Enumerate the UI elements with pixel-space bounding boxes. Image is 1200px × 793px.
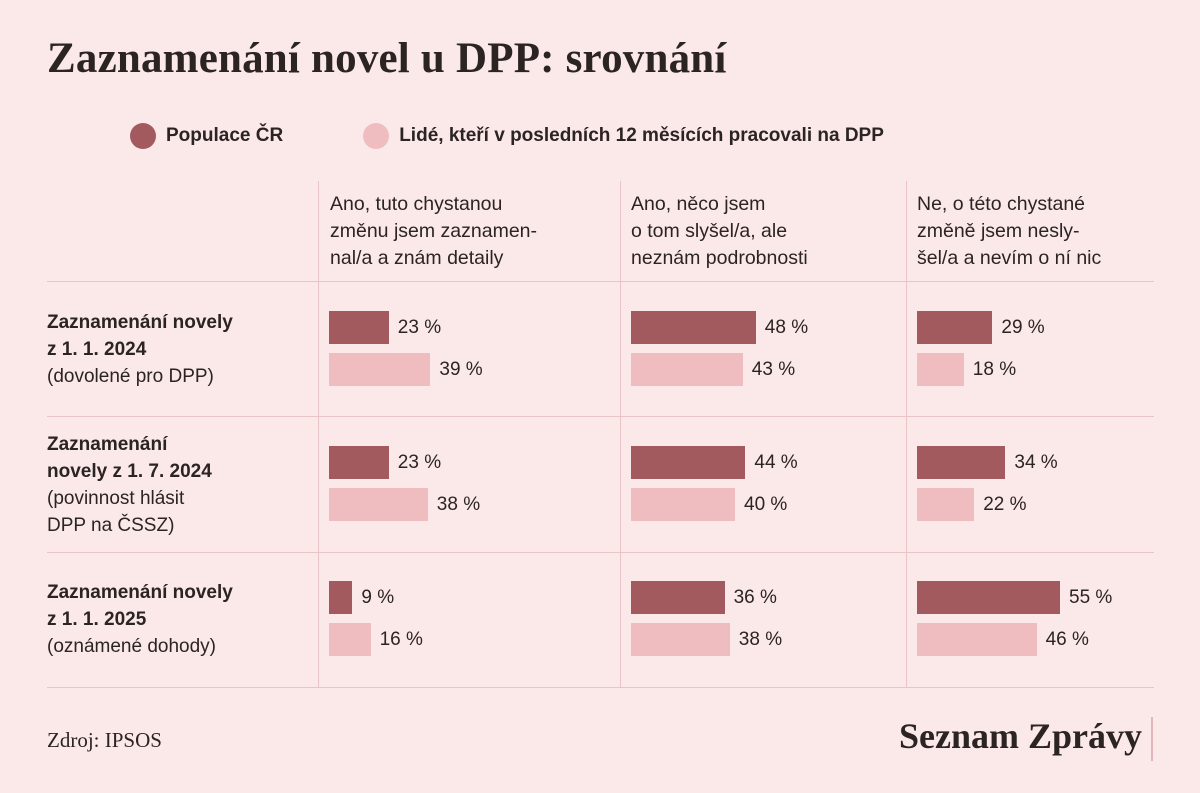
bar <box>631 353 743 386</box>
legend-item-dpp-workers: Lidé, kteří v posledních 12 měsících pra… <box>363 123 884 149</box>
bar-value-label: 39 % <box>439 359 483 380</box>
column-divider <box>620 181 621 687</box>
bar-value-label: 29 % <box>1001 317 1045 338</box>
bar-value-label: 38 % <box>738 629 783 650</box>
column-header-not-heard: Ne, o této chystané změně jsem nesly- še… <box>917 193 1102 269</box>
row-subtitle: (povinnost hlásit DPP na ČSSZ) <box>47 488 185 536</box>
row-divider <box>47 416 1154 417</box>
bar-value-label: 23 % <box>397 452 442 473</box>
column-header-aware-details: Ano, tuto chystanou změnu jsem zaznamen-… <box>330 193 537 269</box>
row-divider <box>47 687 1154 688</box>
row-title: Zaznamenání novely z 1. 7. 2024 <box>47 434 212 482</box>
bar-value-label: 16 % <box>379 629 423 650</box>
legend-label-dpp-workers: Lidé, kteří v posledních 12 měsících pra… <box>399 125 884 146</box>
bar <box>631 581 725 614</box>
bar-value-label: 46 % <box>1045 629 1089 650</box>
column-divider <box>906 181 907 687</box>
legend-item-population: Populace ČR <box>130 123 283 149</box>
row-title: Zaznamenání novely z 1. 1. 2025 <box>47 582 233 630</box>
bar-value-label: 9 % <box>361 587 395 608</box>
bar <box>917 623 1037 656</box>
bar <box>917 446 1006 479</box>
brand-divider <box>1151 717 1153 761</box>
bar <box>329 446 389 479</box>
row-subtitle: (oznámené dohody) <box>47 636 216 657</box>
bar-value-label: 55 % <box>1069 587 1113 608</box>
row-subtitle: (dovolené pro DPP) <box>47 366 214 387</box>
legend-label-population: Populace ČR <box>166 125 284 146</box>
bar-value-label: 43 % <box>751 359 796 380</box>
bar-value-label: 36 % <box>733 587 777 608</box>
chart-title: Zaznamenání novel u DPP: srovnání <box>47 35 727 82</box>
row-header-2024-07: Zaznamenání novely z 1. 7. 2024 (povinno… <box>47 431 297 539</box>
bar <box>329 353 431 386</box>
bar <box>631 446 746 479</box>
bar-value-label: 44 % <box>754 452 798 473</box>
bar-value-label: 40 % <box>744 494 788 515</box>
column-header-heard-something: Ano, něco jsem o tom slyšel/a, ale nezná… <box>631 193 808 269</box>
column-divider <box>318 181 319 687</box>
bar <box>917 311 993 344</box>
bar-value-label: 38 % <box>436 494 481 515</box>
bar-value-label: 23 % <box>397 317 442 338</box>
bar-value-label: 48 % <box>764 317 809 338</box>
legend: Populace ČR Lidé, kteří v posledních 12 … <box>130 123 964 149</box>
bar <box>631 488 735 521</box>
row-header-2025-01: Zaznamenání novely z 1. 1. 2025 (oznámen… <box>47 579 297 660</box>
bar-value-label: 22 % <box>983 494 1027 515</box>
bar <box>917 488 975 521</box>
row-divider <box>47 552 1154 553</box>
bar <box>631 311 756 344</box>
bar <box>917 353 964 386</box>
legend-swatch-dpp-workers <box>363 123 390 149</box>
row-title: Zaznamenání novely z 1. 1. 2024 <box>47 312 233 360</box>
bar <box>329 623 371 656</box>
bar <box>329 488 428 521</box>
bar <box>631 623 730 656</box>
bar-value-label: 18 % <box>972 359 1017 380</box>
bar-value-label: 34 % <box>1014 452 1058 473</box>
bar <box>329 311 389 344</box>
source-note: Zdroj: IPSOS <box>47 728 162 752</box>
bar <box>917 581 1060 614</box>
row-divider <box>47 281 1154 282</box>
legend-swatch-population <box>130 123 156 149</box>
bar <box>329 581 353 614</box>
row-header-2024-01: Zaznamenání novely z 1. 1. 2024 (dovolen… <box>47 309 297 390</box>
brand-logo: Seznam Zprávy <box>899 716 1142 756</box>
